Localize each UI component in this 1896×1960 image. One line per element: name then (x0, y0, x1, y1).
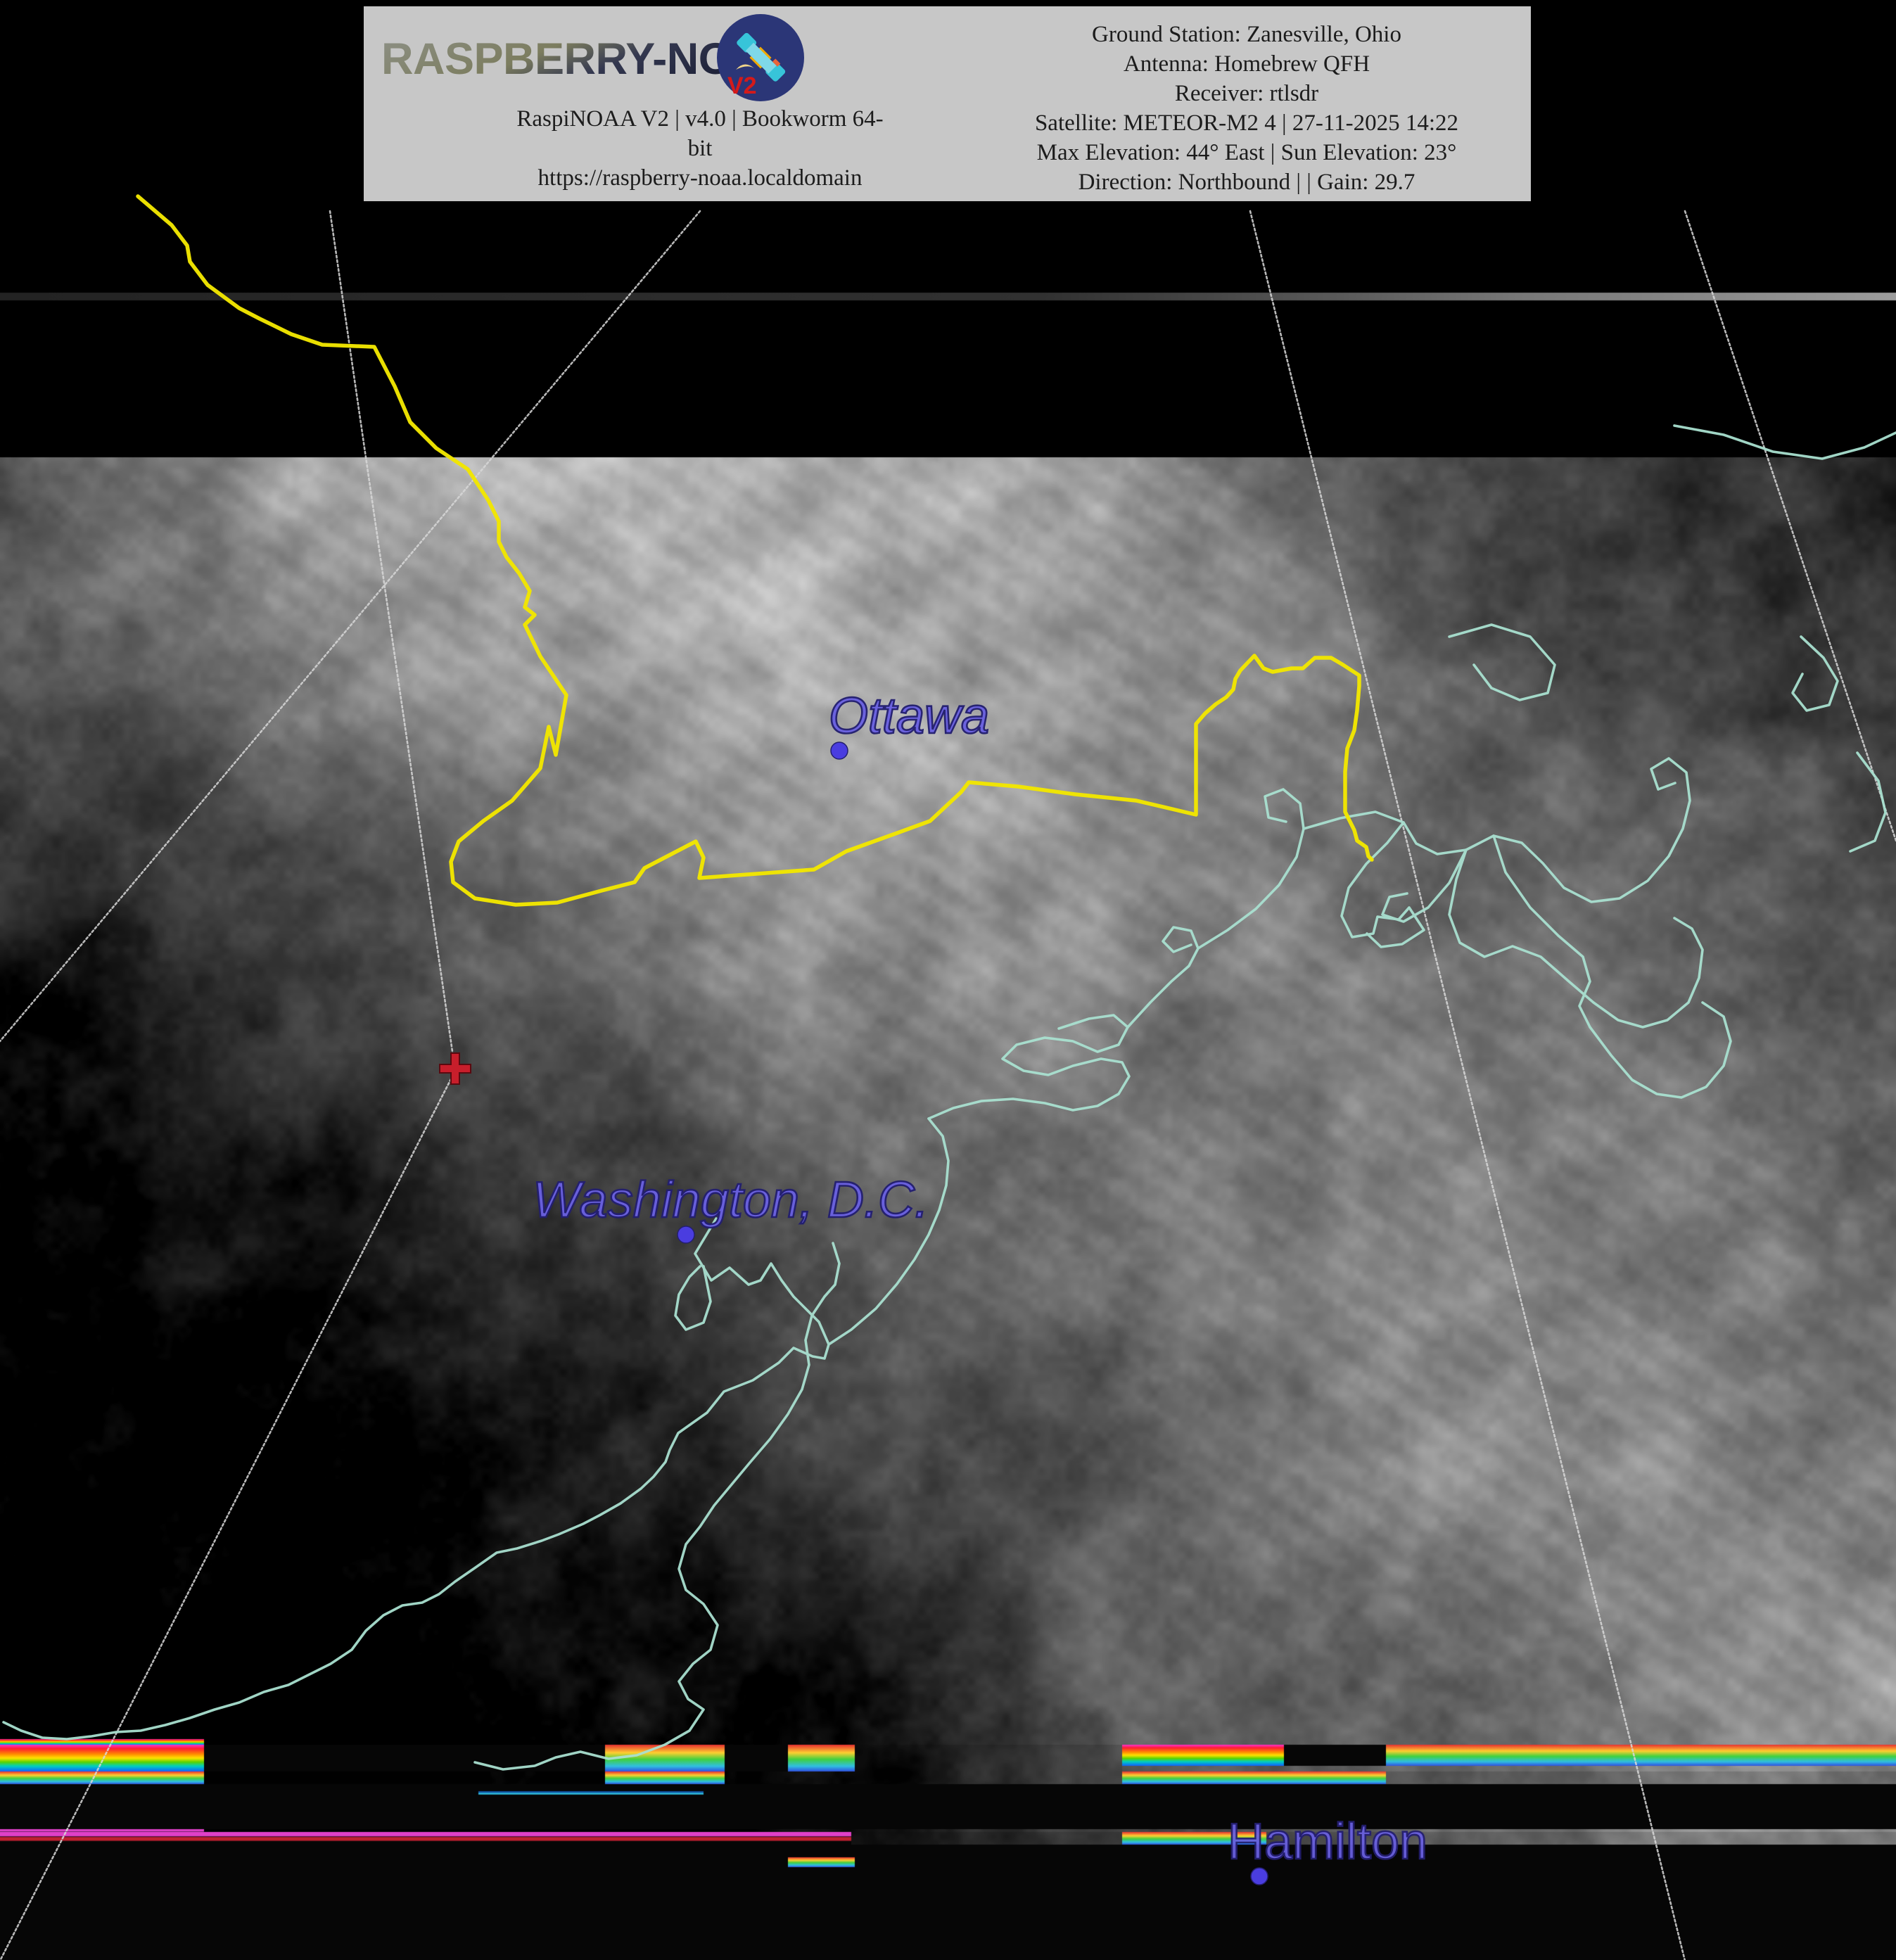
svg-text:Hamilton: Hamilton (1228, 1814, 1427, 1870)
svg-text:Washington, D.C.: Washington, D.C. (533, 1172, 929, 1228)
svg-text:Ottawa: Ottawa (829, 688, 989, 744)
